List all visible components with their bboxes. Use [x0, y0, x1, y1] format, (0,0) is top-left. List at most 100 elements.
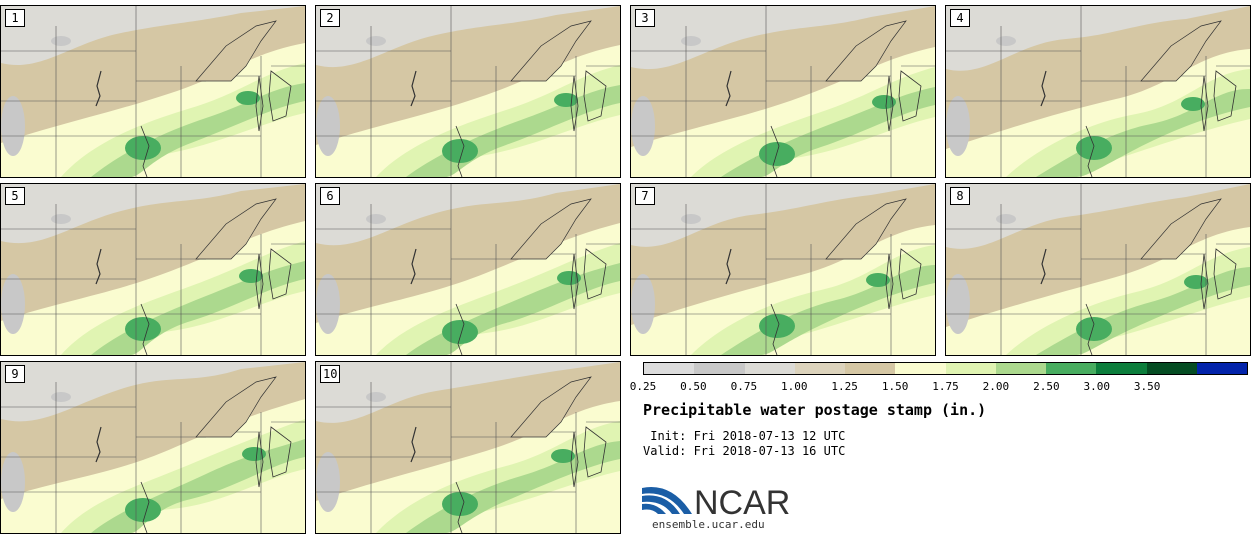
- stamp-panel[interactable]: 2: [315, 5, 621, 178]
- member-number-label: 3: [635, 9, 655, 27]
- pw-dark-green-core: [442, 320, 478, 344]
- stamp-panel[interactable]: 5: [0, 183, 306, 356]
- river-line: [1085, 125, 1095, 177]
- color-swatch: [794, 363, 845, 374]
- pw-low-region: [681, 214, 701, 224]
- lake-outline: [195, 20, 277, 82]
- pw-low-region: [996, 214, 1016, 224]
- color-swatch: [1046, 363, 1097, 374]
- lake-outline: [510, 20, 592, 82]
- member-number-label: 5: [5, 187, 25, 205]
- color-swatch: [1196, 363, 1247, 374]
- stamp-panel[interactable]: 8: [945, 183, 1251, 356]
- pw-dark-green-core: [236, 91, 260, 105]
- tick-label: 0.75: [730, 380, 758, 393]
- tick-label: 1.75: [932, 380, 959, 393]
- river-line: [140, 125, 150, 177]
- chart-title: Precipitable water postage stamp (in.): [643, 401, 987, 419]
- ncar-logo: NCAR: [642, 484, 790, 518]
- stamp-panel[interactable]: 7: [630, 183, 936, 356]
- lake-outline: [583, 426, 607, 478]
- lake-outline: [825, 198, 907, 260]
- stamp-panel[interactable]: 1: [0, 5, 306, 178]
- precipitable-water-map: [946, 184, 1250, 355]
- lake-outline: [825, 20, 907, 82]
- lake-outline: [255, 75, 264, 132]
- pw-dark-green-core: [125, 136, 161, 160]
- stamp-panel[interactable]: 10: [315, 361, 621, 534]
- pw-low-region: [631, 96, 655, 156]
- river-line: [95, 248, 102, 285]
- river-line: [1085, 303, 1095, 355]
- pw-low-region: [316, 274, 340, 334]
- lake-outline: [255, 431, 264, 488]
- lake-outline: [195, 376, 277, 438]
- init-time-label: Init: Fri 2018-07-13 12 UTC: [643, 429, 846, 443]
- member-number-label: 6: [320, 187, 340, 205]
- lake-outline: [898, 70, 922, 122]
- river-line: [140, 303, 150, 355]
- pw-low-region: [316, 452, 340, 512]
- pw-dark-green-core: [442, 492, 478, 516]
- river-line: [455, 125, 465, 177]
- river-line: [455, 481, 465, 533]
- precipitable-water-map: [316, 6, 620, 177]
- ncar-logo-text: NCAR: [694, 484, 790, 518]
- pw-low-region: [51, 392, 71, 402]
- river-line: [770, 125, 780, 177]
- pw-light-green-region: [691, 245, 935, 355]
- pw-low-region: [1, 274, 25, 334]
- river-line: [410, 70, 417, 107]
- pw-low-region: [681, 36, 701, 46]
- ncar-arc-icon: [642, 503, 666, 514]
- color-swatch: [1096, 363, 1147, 374]
- pw-dark-green-core: [554, 93, 578, 107]
- lake-outline: [1200, 75, 1209, 132]
- pw-dark-green-core: [242, 447, 266, 461]
- precipitable-water-map: [946, 6, 1250, 177]
- color-swatch: [945, 363, 996, 374]
- lake-outline: [510, 198, 592, 260]
- color-swatch: [1146, 363, 1197, 374]
- tick-label: 0.25: [629, 380, 657, 393]
- pw-dark-green-core: [1181, 97, 1205, 111]
- pw-dark-green-core: [551, 449, 575, 463]
- ensemble-url[interactable]: ensemble.ucar.edu: [652, 518, 765, 531]
- valid-time-label: Valid: Fri 2018-07-13 16 UTC: [643, 444, 846, 458]
- lake-outline: [885, 75, 894, 132]
- stamp-panel[interactable]: 3: [630, 5, 936, 178]
- stamp-panel[interactable]: 6: [315, 183, 621, 356]
- lake-outline: [268, 248, 292, 300]
- color-swatch: [895, 363, 946, 374]
- precipitable-water-map: [631, 6, 935, 177]
- tick-label: 3.00: [1083, 380, 1111, 393]
- lake-outline: [1213, 70, 1237, 122]
- stamp-panel[interactable]: 4: [945, 5, 1251, 178]
- pw-low-region: [946, 274, 970, 334]
- pw-low-region: [51, 214, 71, 224]
- precipitable-water-map: [1, 362, 305, 533]
- pw-low-region: [996, 36, 1016, 46]
- precipitable-water-map: [1, 184, 305, 355]
- color-scale-tick-labels: 0.25 0.50 0.75 1.00 1.25 1.50 1.75 2.00 2.50 3.00…: [630, 380, 1250, 394]
- lake-outline: [268, 70, 292, 122]
- pw-light-green-region: [376, 65, 620, 177]
- pw-low-region: [51, 36, 71, 46]
- pw-dark-green-core: [872, 95, 896, 109]
- pw-dark-green-core: [557, 271, 581, 285]
- ncar-arc-icon: [642, 487, 692, 514]
- lake-outline: [1200, 253, 1209, 310]
- pw-low-region: [1, 452, 25, 512]
- pw-low-region: [316, 96, 340, 156]
- pw-low-region: [366, 392, 386, 402]
- member-number-label: 4: [950, 9, 970, 27]
- lake-outline: [898, 248, 922, 300]
- color-swatch: [845, 363, 896, 374]
- stamp-panel[interactable]: 9: [0, 361, 306, 534]
- tick-label: 2.50: [1033, 380, 1060, 393]
- lake-outline: [510, 376, 592, 438]
- pw-light-green-region: [61, 241, 305, 355]
- pw-low-region: [366, 36, 386, 46]
- color-swatch: [644, 363, 695, 374]
- member-number-label: 9: [5, 365, 25, 383]
